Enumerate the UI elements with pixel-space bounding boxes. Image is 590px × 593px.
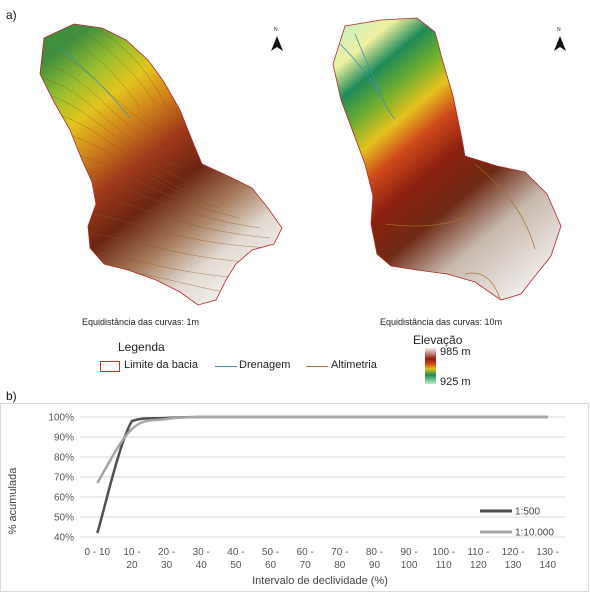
y-tick-label: 80% <box>54 453 74 464</box>
elevation-max: 985 m <box>440 346 471 358</box>
legend-label: 1:500 <box>515 507 540 518</box>
x-tick-label: 60 -70 <box>297 547 314 571</box>
panel-a-label: a) <box>6 8 17 22</box>
y-tick-label: 60% <box>54 493 74 504</box>
x-tick-label: 20 -30 <box>158 547 175 571</box>
elevation-min: 925 m <box>440 376 471 388</box>
y-tick-label: 40% <box>54 533 74 544</box>
y-tick-label: 70% <box>54 473 74 484</box>
drainage-swatch <box>215 366 237 367</box>
right-map-caption: Equidistância das curvas: 10m <box>380 317 503 327</box>
x-axis-label: Intervalo de declividade (%) <box>252 575 388 587</box>
series-line-1 <box>96 415 548 484</box>
elevation-title: Elevação <box>413 333 463 347</box>
x-tick-label: 70 -80 <box>331 547 348 571</box>
y-tick-label: 50% <box>54 513 74 524</box>
north-arrow-icon <box>554 36 566 51</box>
basin-limit-swatch <box>100 361 120 372</box>
legend-drainage: Drenagem <box>239 359 291 371</box>
legend-label: 1:10.000 <box>515 528 554 539</box>
x-tick-label: 30 -40 <box>193 547 210 571</box>
panel-b-label: b) <box>6 389 17 403</box>
elevation-map <box>332 17 562 301</box>
elevation-colorbar <box>425 348 436 384</box>
legend-basin-limit: Limite da bacia <box>124 359 198 371</box>
y-tick-label: 100% <box>48 413 74 424</box>
x-tick-label: 110 -120 <box>467 547 489 571</box>
contour-map <box>39 23 283 306</box>
x-tick-label: 0 - 10 <box>85 547 111 558</box>
x-tick-label: 120 -130 <box>502 547 525 571</box>
left-map-caption: Equidistância das curvas: 1m <box>82 317 200 327</box>
y-tick-label: 90% <box>54 433 74 444</box>
x-tick-label: 100 -110 <box>432 547 455 571</box>
x-tick-label: 90 -100 <box>400 547 417 571</box>
x-tick-label: 80 -90 <box>366 547 383 571</box>
x-tick-label: 130 -140 <box>536 547 559 571</box>
cumulative-slope-chart: 40% 50% 60% 70% 80% 90% 100% 0 - 10 10 -20 20 -3… <box>0 403 589 592</box>
legend-altimetry: Altimetria <box>331 359 377 371</box>
y-axis-label: % acumulada <box>7 467 19 535</box>
north-arrow-icon <box>271 36 283 51</box>
x-tick-label: 40 -50 <box>227 547 244 571</box>
north-label-right: N <box>557 27 561 33</box>
x-tick-label: 50 -60 <box>262 547 279 571</box>
x-tick-label: 10 -20 <box>123 547 140 571</box>
altimetry-swatch <box>306 366 328 367</box>
legend-title: Legenda <box>118 340 165 354</box>
north-label-left: N <box>274 27 278 33</box>
